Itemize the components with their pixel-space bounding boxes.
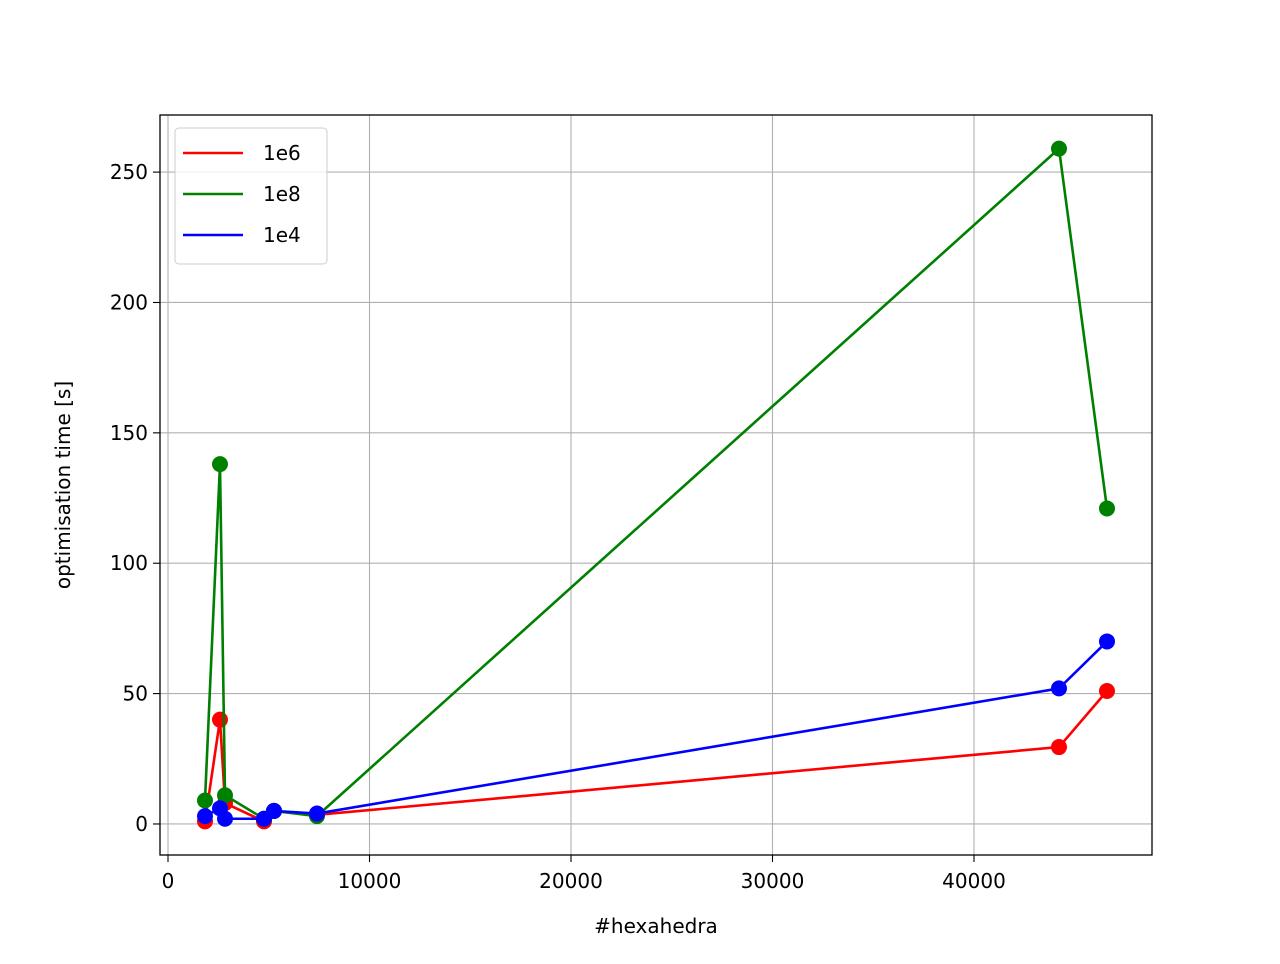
y-tick-label: 100 [110,551,148,575]
data-point [217,787,234,804]
data-point [1050,680,1067,697]
legend-label: 1e6 [263,141,301,165]
data-point [1098,633,1115,650]
y-tick-label: 150 [110,421,148,445]
legend-box [174,127,328,265]
y-tick-label: 50 [123,682,148,706]
x-tick-label: 0 [162,869,175,893]
data-point [211,711,228,728]
data-point [1098,500,1115,517]
legend: 1e6 1e8 1e4 [174,127,328,265]
data-point [1050,739,1067,756]
legend-label: 1e8 [263,182,301,206]
data-point [308,805,325,822]
y-tick-label: 0 [135,812,148,836]
plot-area [196,140,1115,830]
axes-frame [159,114,1153,856]
data-point [196,792,213,809]
x-tick-label: 20000 [539,869,603,893]
y-tick-label: 200 [110,290,148,314]
data-point [196,808,213,825]
legend-label: 1e4 [263,223,301,247]
data-point [1050,140,1067,157]
x-axis-label: #hexahedra [594,914,718,938]
grid [160,115,1152,855]
x-tick-label: 40000 [942,869,1006,893]
x-tick-label: 30000 [741,869,805,893]
data-point [211,456,228,473]
data-point [265,802,282,819]
data-point [1098,682,1115,699]
x-tick-label: 10000 [338,869,402,893]
data-point [217,810,234,827]
y-axis-label: optimisation time [s] [51,381,75,589]
y-tick-label: 250 [110,160,148,184]
